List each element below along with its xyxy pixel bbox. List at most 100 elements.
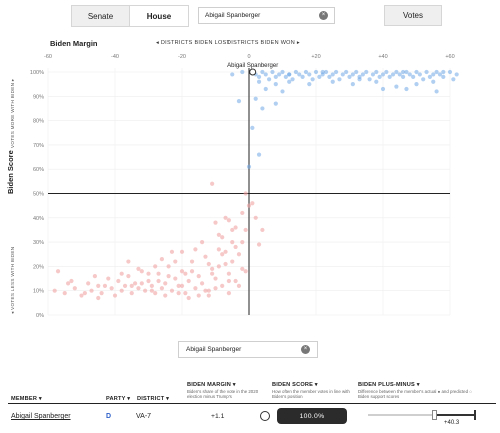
table-header-divider — [8, 403, 496, 404]
democrat-point — [441, 69, 446, 75]
x-tick-label: -40 — [111, 54, 119, 60]
democrat-point — [431, 79, 436, 84]
y-tick-label: 70% — [33, 143, 44, 149]
republican-point — [92, 274, 97, 279]
republican-point — [136, 266, 141, 271]
republican-point — [159, 286, 164, 291]
republican-point — [129, 291, 134, 296]
republican-point — [230, 240, 235, 245]
republican-point — [156, 278, 161, 284]
republican-point — [230, 259, 235, 264]
democrat-point — [263, 86, 268, 92]
democrat-point — [427, 74, 432, 79]
democrat-point — [417, 72, 422, 77]
republican-point — [203, 254, 208, 259]
republican-point — [102, 283, 108, 288]
democrat-point — [350, 82, 355, 87]
district-cell: VA-7 — [136, 413, 152, 420]
democrat-point — [310, 77, 315, 82]
republican-point — [129, 283, 134, 288]
democrat-point — [451, 77, 456, 82]
republican-point — [210, 271, 215, 276]
header-district[interactable]: DISTRICT ▾ — [137, 396, 170, 402]
header-biden-score[interactable]: BIDEN SCORE ▾ — [272, 382, 318, 388]
republican-point — [243, 269, 248, 274]
democrat-point — [280, 69, 285, 75]
plus-minus-track — [368, 414, 476, 416]
republican-point — [226, 271, 231, 276]
republican-point — [196, 293, 201, 298]
republican-point — [186, 278, 191, 284]
republican-point — [179, 283, 185, 288]
republican-point — [96, 283, 101, 288]
republican-point — [233, 244, 238, 250]
democrat-point — [334, 69, 339, 75]
member-search-input[interactable]: Abigail Spanberger × — [198, 7, 335, 24]
democrat-point — [354, 69, 359, 75]
tab-senate[interactable]: Senate — [71, 5, 130, 27]
democrat-point — [377, 74, 382, 79]
chart-member-search-input[interactable]: Abigail Spanberger × — [178, 341, 318, 358]
republican-point — [169, 249, 175, 254]
republican-point — [220, 235, 225, 240]
democrat-point — [447, 69, 453, 75]
republican-point — [240, 210, 245, 216]
republican-point — [149, 283, 154, 288]
republican-point — [72, 286, 77, 291]
democrat-point — [407, 72, 412, 77]
democrat-point — [384, 69, 389, 75]
republican-point — [200, 240, 205, 245]
republican-point — [166, 264, 171, 269]
y-tick-label: 30% — [33, 240, 44, 246]
democrat-point — [344, 69, 349, 75]
highlighted-member-label: Abigail Spanberger — [227, 63, 278, 69]
republican-point — [52, 288, 57, 293]
republican-point — [179, 249, 185, 254]
header-biden-margin[interactable]: BIDEN MARGIN ▾ — [187, 382, 236, 388]
header-member[interactable]: MEMBER ▾ — [11, 396, 42, 402]
x-tick-label: -60 — [44, 54, 52, 60]
header-party[interactable]: PARTY ▾ — [106, 396, 131, 402]
democrat-point — [434, 69, 439, 75]
republican-point — [156, 271, 161, 276]
republican-point — [139, 269, 144, 274]
header-biden-plus-minus[interactable]: BIDEN PLUS-MINUS ▾ — [358, 382, 420, 388]
republican-point — [206, 288, 211, 293]
clear-chart-search-icon[interactable]: × — [301, 345, 310, 354]
republican-point — [193, 247, 198, 252]
republican-point — [226, 291, 231, 296]
republican-point — [220, 252, 225, 257]
republican-point — [173, 259, 178, 264]
chart-member-search-value: Abigail Spanberger — [186, 346, 242, 353]
democrat-point — [431, 72, 436, 77]
democrat-point — [240, 69, 245, 75]
biden-margin-description: Biden's share of the vote in the 2020 el… — [187, 389, 259, 400]
y-tick-label: 60% — [33, 167, 44, 173]
democrat-point — [230, 72, 235, 77]
tab-house[interactable]: House — [130, 5, 189, 27]
democrat-point — [307, 82, 312, 87]
democrat-point — [260, 69, 265, 75]
republican-point — [189, 269, 195, 274]
member-name-link[interactable]: Abigail Spanberger — [11, 413, 71, 420]
republican-point — [213, 220, 218, 225]
democrat-point — [394, 84, 399, 89]
republican-point — [96, 295, 101, 301]
democrat-point — [277, 72, 282, 77]
x-tick-label: -20 — [178, 54, 186, 60]
democrat-point — [287, 72, 292, 77]
republican-point — [240, 240, 245, 245]
republican-point — [183, 271, 188, 276]
democrat-point — [364, 69, 369, 75]
republican-point — [136, 286, 141, 291]
highlighted-member-point — [249, 68, 257, 76]
y-tick-label: 0% — [36, 313, 44, 319]
democrat-point — [404, 86, 409, 92]
republican-point — [206, 293, 211, 298]
republican-point — [146, 271, 151, 276]
clear-search-icon[interactable]: × — [319, 11, 328, 20]
votes-button[interactable]: Votes — [384, 5, 442, 26]
democrat-point — [404, 69, 409, 75]
democrat-point — [367, 77, 372, 82]
x-tick-label: 0 — [247, 54, 250, 60]
